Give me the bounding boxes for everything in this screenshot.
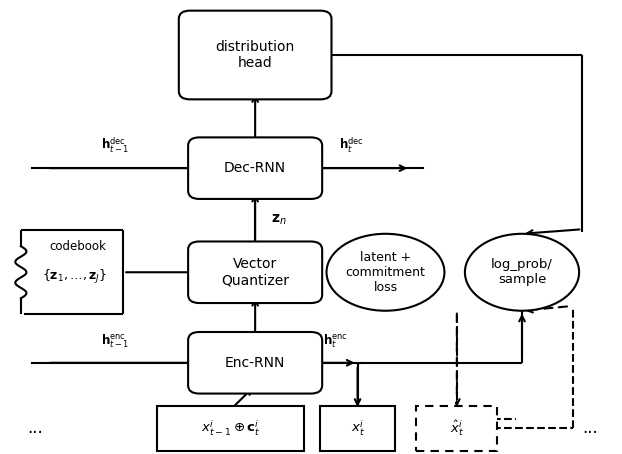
Text: latent +
commitment
loss: latent + commitment loss — [346, 251, 425, 294]
FancyBboxPatch shape — [188, 138, 322, 199]
Text: Dec-RNN: Dec-RNN — [224, 161, 286, 175]
FancyBboxPatch shape — [320, 406, 395, 450]
FancyBboxPatch shape — [188, 242, 322, 303]
Text: $\mathbf{h}^{\mathrm{enc}}_t$: $\mathbf{h}^{\mathrm{enc}}_t$ — [323, 333, 348, 350]
FancyBboxPatch shape — [157, 406, 304, 450]
Text: $\mathbf{h}^{\mathrm{dec}}_t$: $\mathbf{h}^{\mathrm{dec}}_t$ — [339, 136, 364, 155]
Text: $\{\mathbf{z}_1, \ldots, \mathbf{z}_J\}$: $\{\mathbf{z}_1, \ldots, \mathbf{z}_J\}$ — [42, 268, 108, 286]
Text: $\mathbf{h}^{\mathrm{enc}}_{t-1}$: $\mathbf{h}^{\mathrm{enc}}_{t-1}$ — [101, 333, 129, 350]
Ellipse shape — [465, 234, 579, 311]
Text: distribution
head: distribution head — [215, 40, 295, 70]
FancyBboxPatch shape — [188, 332, 322, 394]
Text: $\mathbf{h}^{\mathrm{dec}}_{t-1}$: $\mathbf{h}^{\mathrm{dec}}_{t-1}$ — [101, 136, 129, 155]
FancyBboxPatch shape — [416, 406, 498, 450]
Text: codebook: codebook — [50, 240, 107, 253]
FancyBboxPatch shape — [179, 10, 332, 99]
Text: $x^i_t$: $x^i_t$ — [351, 419, 364, 438]
Text: Enc-RNN: Enc-RNN — [225, 356, 285, 370]
Text: log_prob/
sample: log_prob/ sample — [491, 258, 553, 286]
Text: Vector
Quantizer: Vector Quantizer — [221, 257, 289, 287]
Text: ...: ... — [27, 419, 43, 437]
Text: $\mathbf{z}_n$: $\mathbf{z}_n$ — [271, 213, 286, 227]
Text: $\hat{x}^i_t$: $\hat{x}^i_t$ — [450, 419, 464, 438]
Ellipse shape — [327, 234, 445, 311]
Text: $x^i_{t-1} \oplus \mathbf{c}^i_t$: $x^i_{t-1} \oplus \mathbf{c}^i_t$ — [200, 419, 260, 438]
Text: ...: ... — [582, 419, 598, 437]
